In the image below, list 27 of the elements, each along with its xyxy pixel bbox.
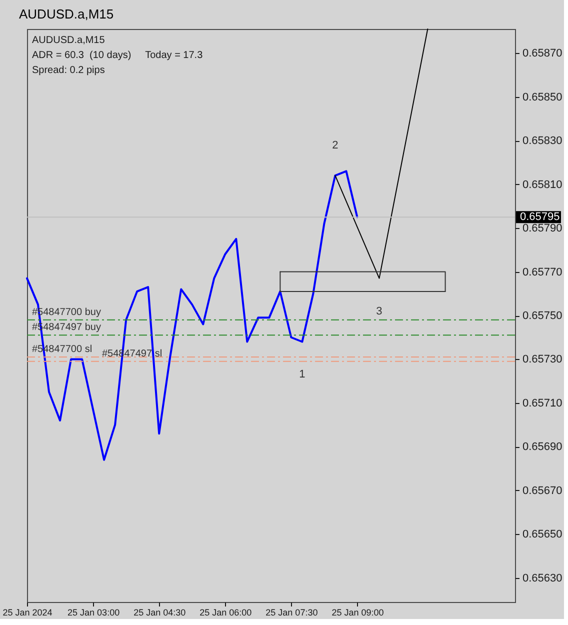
annotation: 2 — [332, 140, 338, 152]
y-tick-label: 0.65650 — [522, 528, 562, 541]
x-tick-label: 25 Jan 04:30 — [134, 608, 186, 618]
y-tick-label: 0.65830 — [522, 135, 562, 148]
y-tick-label: 0.65690 — [522, 441, 562, 454]
annotation: 3 — [376, 305, 382, 318]
y-tick-label: 0.65730 — [522, 354, 562, 366]
x-tick-label: 25 Jan 06:00 — [200, 608, 252, 618]
y-tick-label: 0.65770 — [522, 266, 562, 278]
x-tick-label: 25 Jan 03:00 — [68, 608, 120, 618]
y-tick-label: 0.65870 — [522, 48, 562, 60]
y-tick-label: 0.65710 — [522, 397, 562, 410]
y-tick-label: 0.65630 — [522, 572, 562, 584]
annotation: 1 — [299, 368, 306, 381]
x-tick-label: 25 Jan 07:30 — [266, 608, 318, 618]
annotation: ADR = 60.3 (10 days) Today = 17.3 — [32, 50, 204, 61]
x-tick-label: 25 Jan 09:00 — [332, 608, 384, 618]
y-tick-label: 0.65790 — [522, 222, 562, 235]
chart-title: AUDUSD.a,M15 — [19, 6, 114, 22]
annotation: Spread: 0.2 pips — [32, 65, 105, 76]
y-tick-label: 0.65810 — [522, 178, 562, 191]
x-tick-label: 25 Jan 2024 — [2, 608, 52, 618]
y-tick-label: 0.65850 — [522, 91, 562, 104]
text: AUDUSD.a,M15 — [32, 35, 106, 46]
y-tick-label: 0.65750 — [522, 310, 562, 322]
y-tick-label: 0.65670 — [522, 484, 562, 497]
ref-line-label: 0.65795 — [520, 211, 560, 224]
